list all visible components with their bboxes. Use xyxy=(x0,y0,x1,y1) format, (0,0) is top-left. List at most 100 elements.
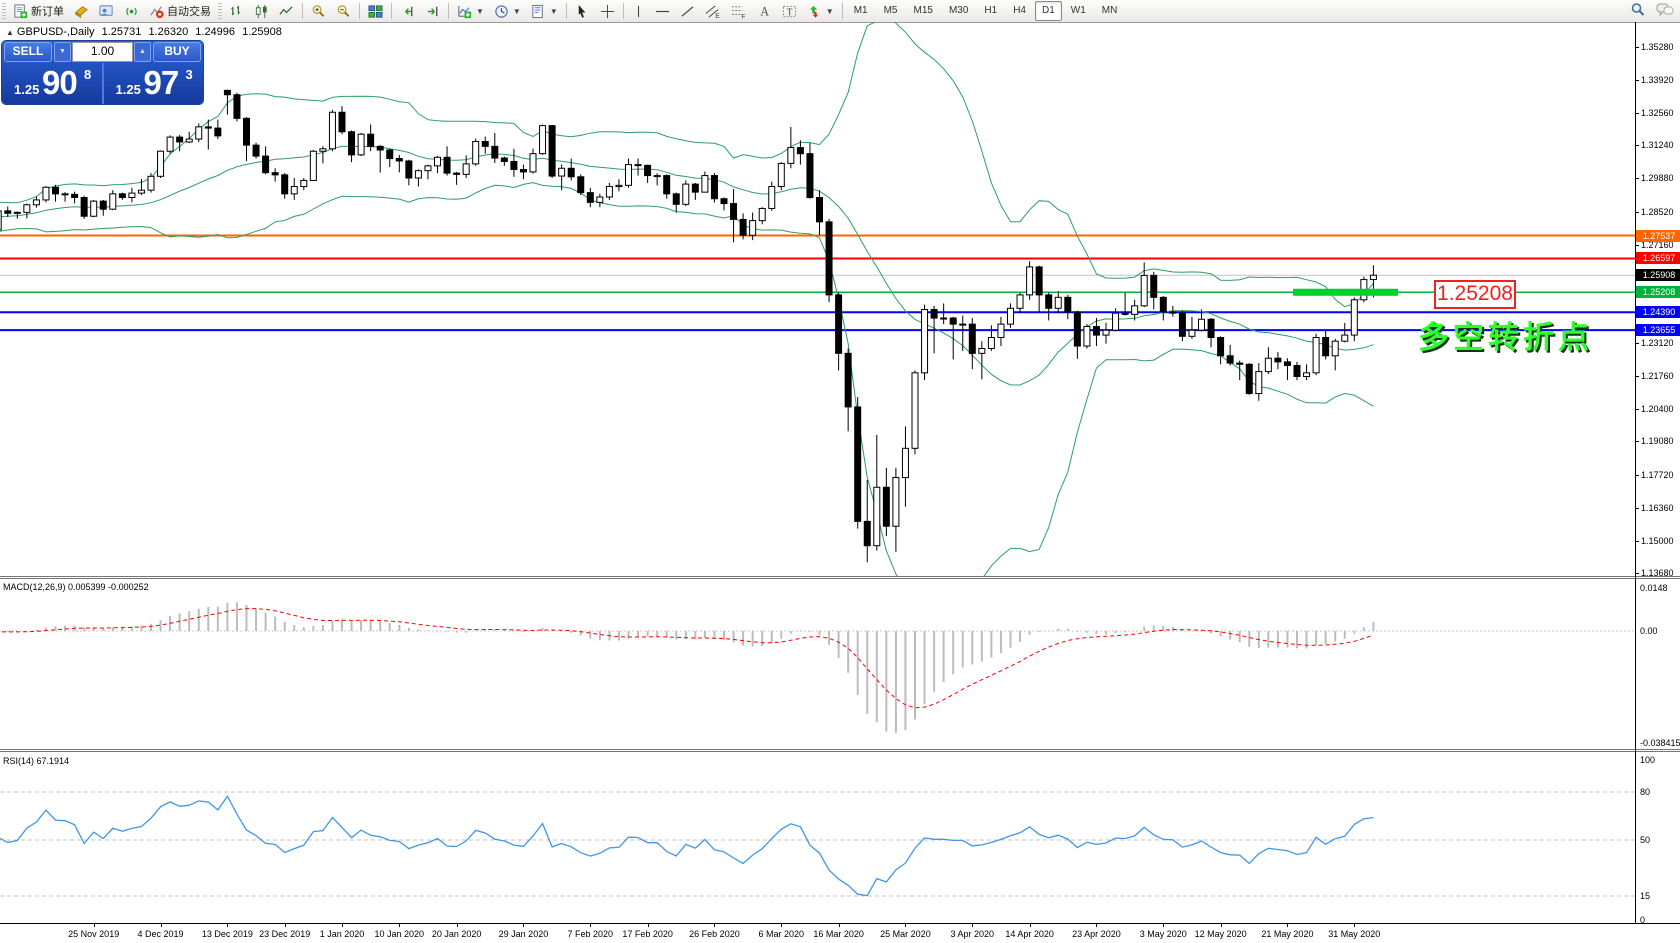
candle-body xyxy=(500,157,508,162)
sell-price[interactable]: 1.25 90 8 xyxy=(2,63,102,104)
date-tick-mark xyxy=(1287,924,1289,927)
auto-scroll-button[interactable] xyxy=(395,0,420,22)
date-tick-label: 12 May 2020 xyxy=(1194,929,1247,939)
trend-bar-object[interactable] xyxy=(1293,288,1398,296)
candle-body xyxy=(281,174,289,195)
candle-body xyxy=(682,183,690,205)
candle-body xyxy=(300,179,308,188)
buy-button[interactable]: BUY xyxy=(153,42,201,62)
sell-button[interactable]: SELL xyxy=(4,42,52,62)
buy-price[interactable]: 1.25 97 3 xyxy=(104,63,204,104)
candle-body xyxy=(625,164,632,186)
equidistant-channel-button[interactable]: E xyxy=(700,0,726,22)
timeframe-button-m30[interactable]: M30 xyxy=(948,5,969,16)
candle-body xyxy=(223,89,231,96)
ohlc-open: 1.25731 xyxy=(101,26,142,38)
date-tick-label: 23 Dec 2019 xyxy=(259,929,311,939)
date-tick-mark xyxy=(838,924,840,927)
timeframe-button-d1[interactable]: D1 xyxy=(1035,1,1062,21)
price-tick-mark xyxy=(1635,474,1639,476)
candle-body xyxy=(252,144,260,157)
macd-pane[interactable] xyxy=(0,579,1680,749)
timeframe-button-mn[interactable]: MN xyxy=(1101,5,1118,16)
templates-caret: ▼ xyxy=(549,6,558,16)
candlestick-chart-button[interactable] xyxy=(249,0,274,22)
price-badge: 1.27537 xyxy=(1636,229,1680,242)
candle-body xyxy=(644,164,652,177)
chat-icon[interactable] xyxy=(1656,2,1674,21)
date-tick-mark xyxy=(1354,924,1356,927)
zoom-out-button[interactable] xyxy=(331,0,356,22)
new-order-button[interactable]: 新订单 xyxy=(8,0,69,22)
volume-increase-button[interactable]: ▲ xyxy=(134,42,151,62)
price-tick-label: 1.15000 xyxy=(1641,535,1674,546)
pane-separator[interactable] xyxy=(0,749,1680,752)
search-icon[interactable] xyxy=(1630,2,1646,21)
periods-button[interactable]: ▼ xyxy=(489,0,526,22)
candle-body xyxy=(271,172,279,176)
volume-input[interactable]: 1.00 xyxy=(72,42,133,62)
price-tick-label: 1.21760 xyxy=(1641,371,1674,382)
chart-shift-button[interactable] xyxy=(420,0,445,22)
metaeditor-button[interactable] xyxy=(69,0,94,22)
macd-tick-label: 0.0148 xyxy=(1640,582,1668,593)
candle-body xyxy=(548,125,556,177)
signals-button[interactable] xyxy=(119,0,144,22)
candle-body xyxy=(214,127,222,137)
fibonacci-button[interactable]: F xyxy=(726,0,752,22)
indicators-button[interactable]: ▼ xyxy=(452,0,489,22)
bar-chart-button[interactable] xyxy=(224,0,249,22)
candle-body xyxy=(519,168,527,173)
date-tick-mark xyxy=(905,924,907,927)
date-tick-label: 31 May 2020 xyxy=(1328,929,1381,939)
price-callout-box[interactable]: 1.25208 xyxy=(1434,280,1516,309)
timeframe-button-h1[interactable]: H1 xyxy=(984,5,998,16)
terminal-button[interactable] xyxy=(94,0,119,22)
vertical-line-button[interactable] xyxy=(627,0,650,22)
timeframe-button-w1[interactable]: W1 xyxy=(1070,5,1086,16)
trendline-button[interactable] xyxy=(675,0,700,22)
horizontal-line-button[interactable] xyxy=(650,0,675,22)
candle-body xyxy=(204,126,212,129)
date-tick-mark xyxy=(227,924,229,927)
candle-body xyxy=(806,153,814,198)
candle-body xyxy=(720,198,728,205)
autotrading-button[interactable]: 自动交易 xyxy=(144,0,216,22)
rsi-pane[interactable] xyxy=(0,752,1680,923)
candle-body xyxy=(567,167,575,178)
date-tick-mark xyxy=(1163,924,1165,927)
templates-button[interactable]: ▼ xyxy=(526,0,563,22)
pane-separator[interactable] xyxy=(0,576,1680,579)
candle-body xyxy=(901,447,909,479)
candle-body xyxy=(367,133,375,147)
timeframe-button-m15[interactable]: M15 xyxy=(913,5,933,16)
price-tick-label: 1.31240 xyxy=(1641,140,1674,151)
timeframe-button-h4[interactable]: H4 xyxy=(1013,5,1026,16)
arrows-button[interactable]: ▼ xyxy=(802,0,839,22)
line-chart-button[interactable] xyxy=(274,0,299,22)
price-divider xyxy=(101,63,104,104)
cn-annotation-text[interactable]: 多空转折点 xyxy=(1418,320,1593,355)
candle-body xyxy=(137,189,145,194)
timeframe-button-m5[interactable]: M5 xyxy=(883,5,898,16)
candle-body xyxy=(634,164,642,167)
text-button[interactable]: A xyxy=(752,0,777,22)
svg-text:F: F xyxy=(741,13,745,18)
tile-windows-button[interactable] xyxy=(363,0,388,22)
timeframe-button-m1[interactable]: M1 xyxy=(853,5,868,16)
crosshair-button[interactable] xyxy=(595,0,620,22)
terminal-icon xyxy=(99,4,114,19)
cursor-button[interactable] xyxy=(570,0,595,22)
zoom-in-button[interactable] xyxy=(306,0,331,22)
candle-body xyxy=(195,126,203,140)
candle-body xyxy=(1245,363,1253,395)
sell-price-base: 1.25 xyxy=(14,82,40,97)
bollinger-lower xyxy=(0,182,1374,577)
price-tick-label: 1.19080 xyxy=(1641,436,1674,447)
volume-decrease-button[interactable]: ▼ xyxy=(54,42,71,62)
text-label-button[interactable]: T xyxy=(777,0,802,22)
date-tick-label: 25 Nov 2019 xyxy=(68,929,120,939)
main-chart-pane[interactable] xyxy=(0,22,1680,577)
candle-body xyxy=(605,186,613,198)
